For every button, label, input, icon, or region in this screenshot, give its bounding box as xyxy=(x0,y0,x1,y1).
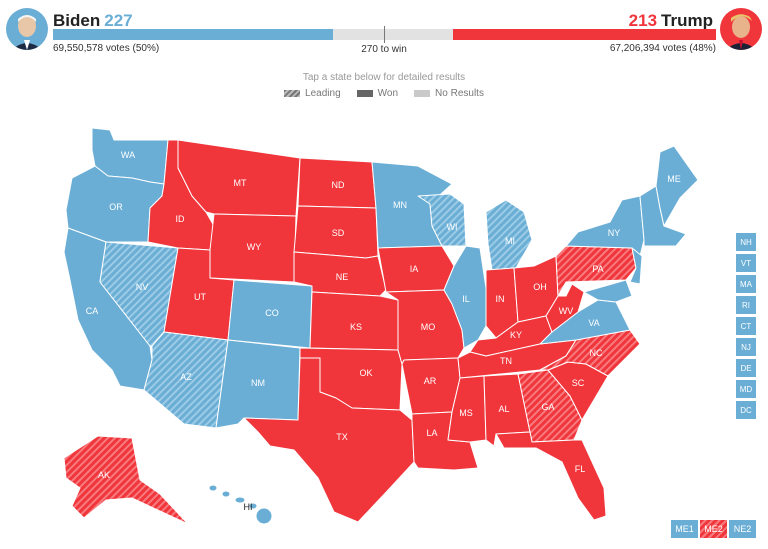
label-ut: UT xyxy=(194,292,206,302)
label-wi: WI xyxy=(447,222,458,232)
small-state-nj[interactable]: NJ xyxy=(736,338,756,356)
state-me[interactable] xyxy=(655,145,699,227)
no-results-swatch xyxy=(414,90,431,97)
dem-candidate: Biden 227 xyxy=(53,11,133,31)
label-va: VA xyxy=(588,318,599,328)
label-tx: TX xyxy=(336,432,348,442)
label-mo: MO xyxy=(421,322,436,332)
results-header: Biden 227 213 Trump 69,550,578 votes (50%)… xyxy=(0,0,768,70)
label-me: ME xyxy=(667,174,681,184)
label-nc: NC xyxy=(590,348,603,358)
leading-swatch xyxy=(284,90,301,97)
legend-leading: Leading xyxy=(284,88,341,99)
legend-won-label: Won xyxy=(377,88,399,99)
state-nc[interactable] xyxy=(539,329,641,377)
label-wy: WY xyxy=(247,242,262,252)
legend-leading-label: Leading xyxy=(305,88,341,99)
label-mn: MN xyxy=(393,200,407,210)
small-state-ma[interactable]: MA xyxy=(736,275,756,293)
label-or: OR xyxy=(109,202,123,212)
district-buttons: ME1 ME2 NE2 xyxy=(671,520,756,538)
biden-avatar xyxy=(6,8,48,50)
state-tx[interactable] xyxy=(243,357,415,523)
legend-no-results-label: No Results xyxy=(435,88,484,99)
label-ny: NY xyxy=(608,228,621,238)
district-ne2[interactable]: NE2 xyxy=(729,520,756,538)
small-state-dc[interactable]: DC xyxy=(736,401,756,419)
rep-popular-votes: 67,206,394 votes (48%) xyxy=(609,43,716,54)
state-wv[interactable] xyxy=(545,283,585,333)
label-wv: WV xyxy=(559,306,574,316)
label-ne: NE xyxy=(336,272,349,282)
label-ar: AR xyxy=(424,376,437,386)
label-nd: ND xyxy=(332,180,345,190)
label-il: IL xyxy=(462,294,470,304)
label-pa: PA xyxy=(592,264,603,274)
trump-avatar xyxy=(720,8,762,50)
legend-won: Won xyxy=(356,88,399,99)
label-in: IN xyxy=(496,294,505,304)
label-ks: KS xyxy=(350,322,362,332)
state-nj[interactable] xyxy=(629,247,643,285)
small-state-md[interactable]: MD xyxy=(736,380,756,398)
label-al: AL xyxy=(498,404,509,414)
rep-ev: 213 xyxy=(628,11,658,30)
label-id: ID xyxy=(176,214,186,224)
dem-ev-fill xyxy=(53,29,333,40)
dem-name: Biden xyxy=(53,11,101,30)
district-me1[interactable]: ME1 xyxy=(671,520,698,538)
state-ak[interactable] xyxy=(63,435,189,525)
label-ok: OK xyxy=(359,368,372,378)
district-me2[interactable]: ME2 xyxy=(700,520,727,538)
label-wa: WA xyxy=(121,150,135,160)
label-ky: KY xyxy=(510,330,522,340)
state-wi[interactable] xyxy=(417,193,467,247)
label-nm: NM xyxy=(251,378,265,388)
to-win-label: 270 to win xyxy=(361,44,407,55)
label-ga: GA xyxy=(541,402,554,412)
small-state-ri[interactable]: RI xyxy=(736,296,756,314)
label-hi: HI xyxy=(244,502,253,512)
label-az: AZ xyxy=(180,372,192,382)
electoral-vote-bar xyxy=(53,26,716,43)
map-legend: Leading Won No Results xyxy=(0,88,768,99)
won-swatch xyxy=(356,90,373,97)
label-ca: CA xyxy=(86,306,99,316)
state-fl[interactable] xyxy=(495,431,607,521)
label-nv: NV xyxy=(136,282,149,292)
dem-ev: 227 xyxy=(104,11,133,30)
state-ar[interactable] xyxy=(401,357,461,415)
rep-ev-fill xyxy=(453,29,716,40)
legend-no-results: No Results xyxy=(414,88,484,99)
rep-candidate: 213 Trump xyxy=(629,11,713,31)
label-sd: SD xyxy=(332,228,345,238)
dem-popular-votes: 69,550,578 votes (50%) xyxy=(53,43,160,54)
label-tn: TN xyxy=(500,356,512,366)
small-state-de[interactable]: DE xyxy=(736,359,756,377)
label-mt: MT xyxy=(234,178,247,188)
label-co: CO xyxy=(265,308,279,318)
rep-name: Trump xyxy=(661,11,713,30)
small-state-ct[interactable]: CT xyxy=(736,317,756,335)
label-ak: AK xyxy=(98,470,110,480)
win-threshold-marker xyxy=(384,26,385,43)
small-state-vt[interactable]: VT xyxy=(736,254,756,272)
label-fl: FL xyxy=(575,464,586,474)
state-mi[interactable] xyxy=(485,199,533,271)
small-states-list: NH VT MA RI CT NJ DE MD DC xyxy=(736,233,756,419)
state-labels: WA OR CA NV ID MT WY UT AZ CO NM ND SD N… xyxy=(86,150,681,512)
state-md[interactable] xyxy=(583,279,633,303)
tap-instructions: Tap a state below for detailed results xyxy=(302,72,466,83)
label-sc: SC xyxy=(572,378,585,388)
state-hi[interactable] xyxy=(208,484,273,525)
label-la: LA xyxy=(426,428,437,438)
label-ms: MS xyxy=(459,408,473,418)
state-ks[interactable] xyxy=(309,291,399,351)
label-mi: MI xyxy=(505,236,515,246)
small-state-nh[interactable]: NH xyxy=(736,233,756,251)
label-oh: OH xyxy=(533,282,547,292)
label-ia: IA xyxy=(410,264,419,274)
us-election-map: WA OR CA NV ID MT WY UT AZ CO NM ND SD N… xyxy=(63,127,699,525)
state-wy[interactable] xyxy=(209,213,297,283)
